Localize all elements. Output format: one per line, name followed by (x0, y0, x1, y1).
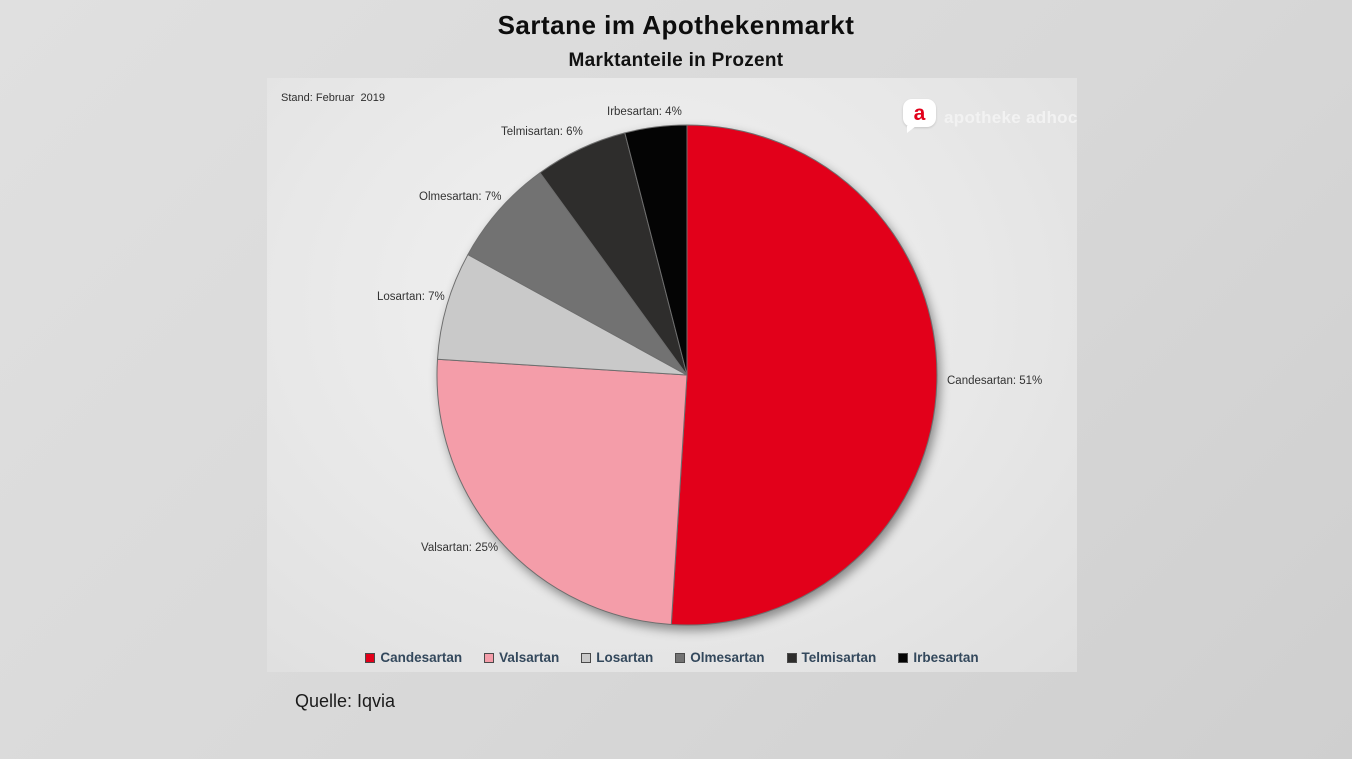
legend-item-candesartan: Candesartan (365, 650, 462, 665)
pie-slice-irbesartan (624, 124, 688, 376)
page-subtitle: Marktanteile in Prozent (568, 50, 784, 71)
slice-label-losartan: Losartan: 7% (377, 291, 445, 303)
legend-label: Candesartan (380, 650, 463, 665)
legend-item-irbesartan: Irbesartan (898, 650, 979, 665)
legend-swatch-icon (675, 652, 686, 663)
legend-swatch-icon (898, 652, 909, 663)
pie-slice-candesartan (670, 124, 938, 626)
legend-label: Irbesartan (913, 650, 979, 665)
source-note: Quelle: Iqvia (295, 691, 396, 711)
legend-swatch-icon (581, 652, 592, 663)
logo-letter: a (913, 101, 926, 125)
slice-label-valsartan: Valsartan: 25% (421, 542, 499, 554)
slice-label-irbesartan: Irbesartan: 4% (607, 106, 682, 118)
page-title: Sartane im Apothekenmarkt (497, 10, 855, 40)
legend-swatch-icon (786, 652, 797, 663)
logo: a apotheke adhoc (903, 99, 1078, 133)
legend-item-telmisartan: Telmisartan (786, 650, 877, 665)
legend-label: Losartan (596, 650, 654, 665)
pie-slice-valsartan (436, 358, 688, 626)
speech-bubble-icon: a (903, 99, 936, 133)
legend-swatch-icon (365, 652, 376, 663)
legend-item-valsartan: Valsartan (484, 650, 559, 665)
slice-label-olmesartan: Olmesartan: 7% (419, 191, 502, 203)
pie-slice-losartan (436, 254, 688, 376)
pie-slice-olmesartan (467, 172, 688, 376)
legend-item-olmesartan: Olmesartan (675, 650, 765, 665)
legend-label: Valsartan (499, 650, 560, 665)
legend-label: Olmesartan (690, 650, 765, 665)
legend: Candesartan Valsartan Losartan Olmesartan Te… (267, 650, 1077, 665)
slice-label-telmisartan: Telmisartan: 6% (501, 126, 583, 138)
legend-item-losartan: Losartan (581, 650, 653, 665)
legend-label: Telmisartan (801, 650, 877, 665)
stand-note: Stand: Februar 2019 (281, 92, 385, 104)
legend-swatch-icon (484, 652, 495, 663)
logo-text: apotheke adhoc (944, 108, 1078, 127)
slice-label-candesartan: Candesartan: 51% (947, 375, 1043, 387)
